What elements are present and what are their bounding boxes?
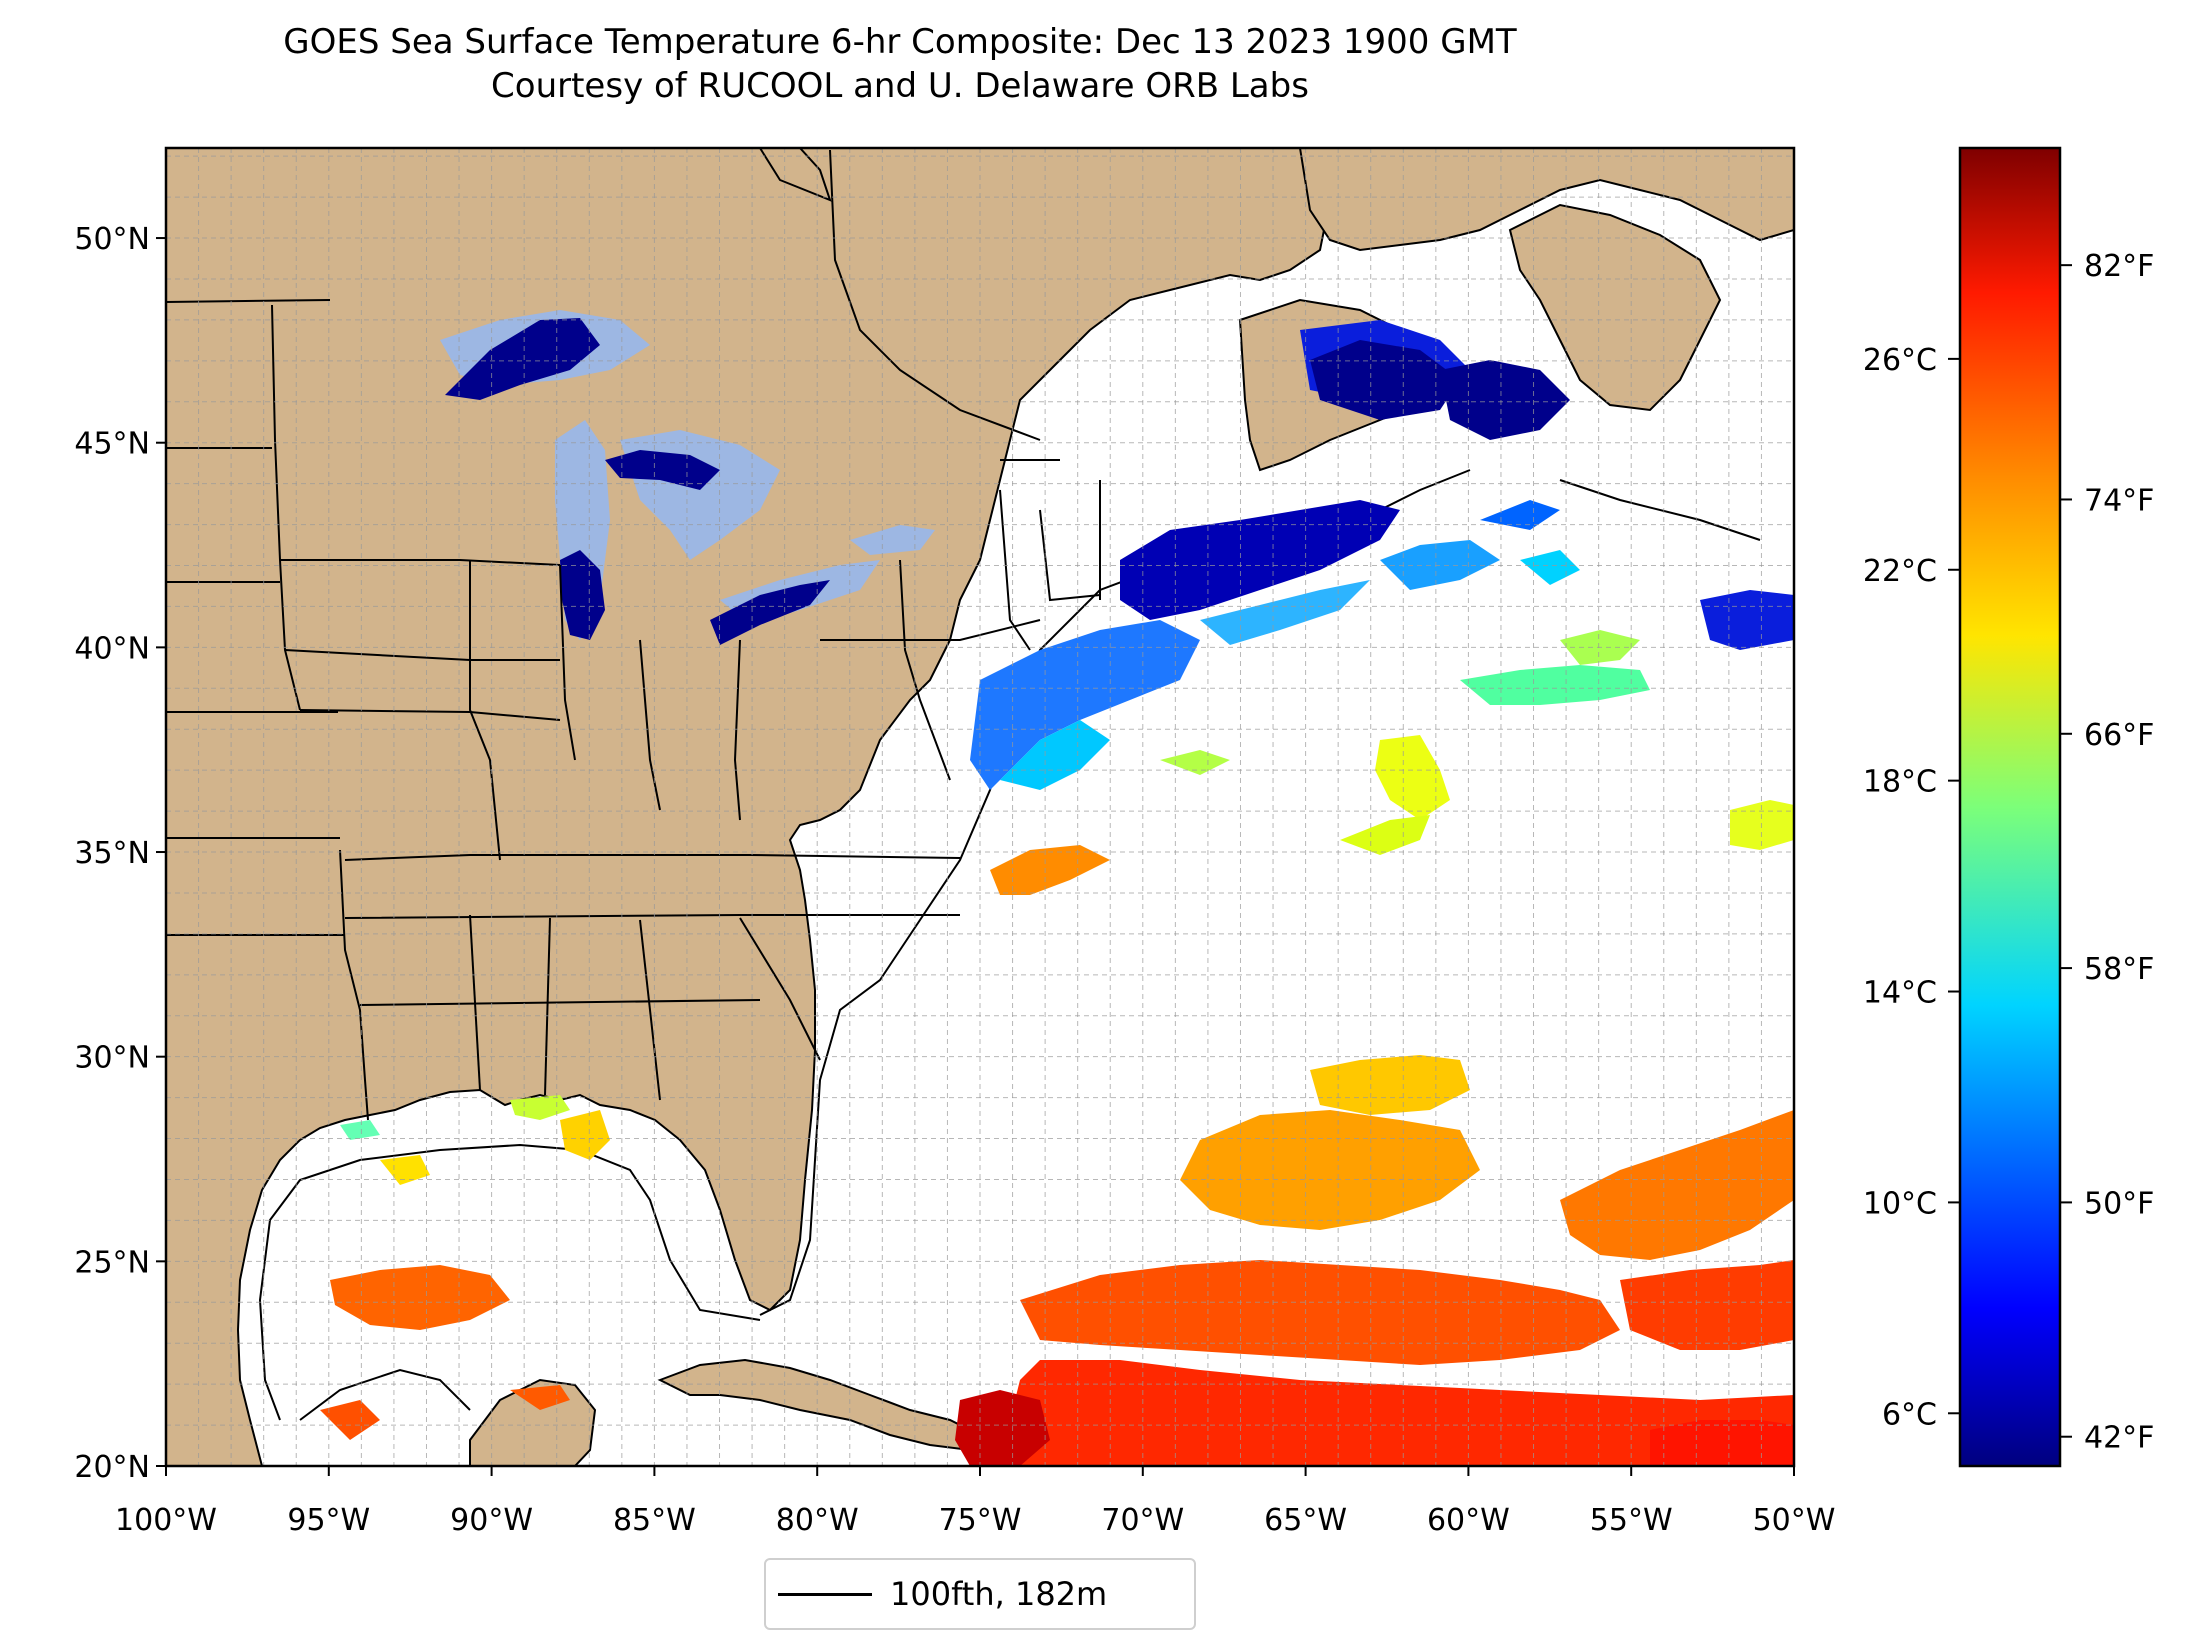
great-lakes-sst: [445, 318, 830, 645]
colorbar-celsius-label: 18°C: [1863, 765, 1937, 800]
colorbar-fahrenheit-labels: 42°F 50°F 58°F 66°F 74°F 82°F: [2060, 249, 2154, 1456]
gridlines: [166, 148, 1794, 1466]
longitude-tick-label: 80°W: [776, 1503, 859, 1538]
longitude-tick-label: 55°W: [1590, 1503, 1673, 1538]
colorbar-celsius-label: 6°C: [1882, 1397, 1937, 1432]
colorbar-celsius-label: 10°C: [1863, 1186, 1937, 1221]
latitude-tick-labels: 20°N 25°N 30°N 35°N 40°N 45°N 50°N: [74, 222, 166, 1485]
longitude-tick-label: 70°W: [1101, 1503, 1184, 1538]
colorbar-celsius-label: 14°C: [1863, 976, 1937, 1011]
title-line-1: GOES Sea Surface Temperature 6-hr Compos…: [283, 22, 1517, 62]
latitude-tick-label: 50°N: [74, 222, 150, 257]
legend-label: 100fth, 182m: [890, 1575, 1108, 1613]
latitude-tick-label: 25°N: [74, 1245, 150, 1280]
colorbar-celsius-labels: 6°C 10°C 14°C 18°C 22°C 26°C: [1863, 343, 1960, 1432]
sst-patches-mid: [340, 630, 1794, 1185]
colorbar-celsius-label: 26°C: [1863, 343, 1937, 378]
latitude-tick-label: 35°N: [74, 836, 150, 871]
colorbar-fahrenheit-label: 66°F: [2084, 718, 2154, 753]
colorbar-fahrenheit-label: 74°F: [2084, 483, 2154, 518]
title-line-2: Courtesy of RUCOOL and U. Delaware ORB L…: [491, 66, 1309, 106]
legend-line-swatch: [778, 1592, 872, 1596]
quebec-north-land: [1298, 148, 1794, 252]
longitude-tick-label: 85°W: [613, 1503, 696, 1538]
longitude-tick-labels: 100°W 95°W 90°W 85°W 80°W 75°W 70°W 65°W 60°W 55°…: [115, 1466, 1835, 1538]
longitude-tick-label: 100°W: [115, 1503, 217, 1538]
longitude-tick-label: 95°W: [287, 1503, 370, 1538]
longitude-tick-label: 60°W: [1427, 1503, 1510, 1538]
colorbar-fahrenheit-label: 58°F: [2084, 952, 2154, 987]
colorbar-fahrenheit-label: 42°F: [2084, 1421, 2154, 1456]
longitude-tick-label: 90°W: [450, 1503, 533, 1538]
legend: 100fth, 182m: [764, 1558, 1196, 1630]
latitude-tick-label: 30°N: [74, 1041, 150, 1076]
latitude-tick-label: 40°N: [74, 631, 150, 666]
sst-patches-cold: [1120, 320, 1794, 650]
state-boundaries: [166, 149, 1101, 1121]
longitude-tick-label: 50°W: [1753, 1503, 1836, 1538]
colorbar-celsius-label: 22°C: [1863, 554, 1937, 589]
sst-patches-warm: [320, 845, 1794, 1466]
newfoundland-land: [1508, 203, 1722, 412]
latitude-tick-label: 20°N: [74, 1450, 150, 1485]
longitude-tick-label: 75°W: [939, 1503, 1022, 1538]
colorbar-fahrenheit-label: 82°F: [2084, 249, 2154, 284]
longitude-tick-label: 65°W: [1264, 1503, 1347, 1538]
latitude-tick-label: 45°N: [74, 427, 150, 462]
colorbar: [1958, 146, 2062, 1468]
colorbar-fahrenheit-label: 50°F: [2084, 1186, 2154, 1221]
map-area: [166, 148, 1794, 1466]
